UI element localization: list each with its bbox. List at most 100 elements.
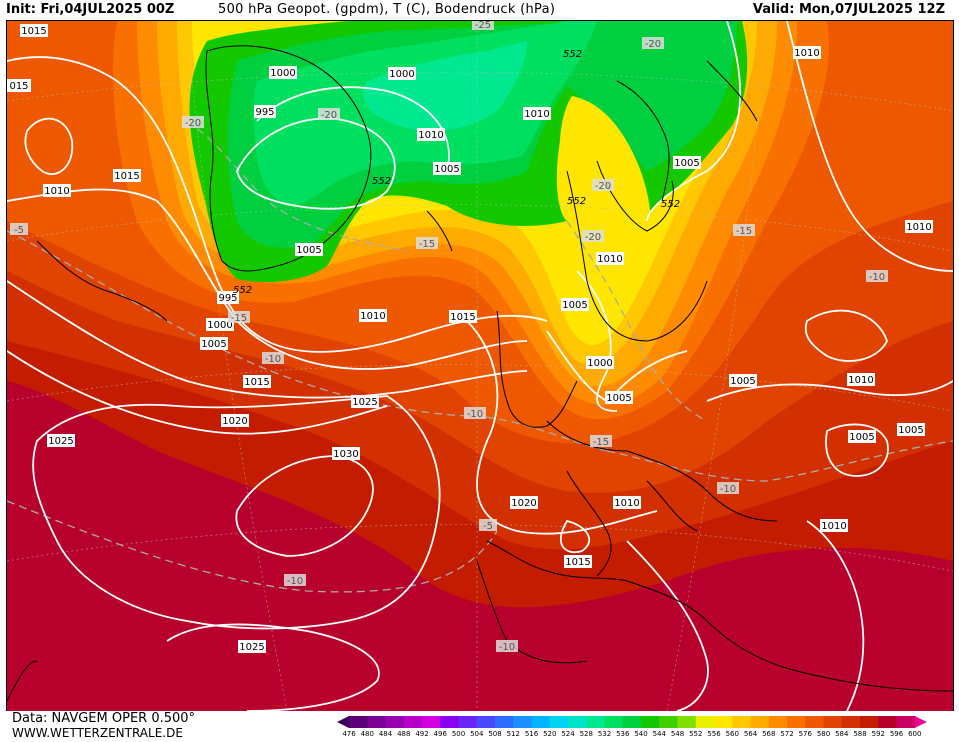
isobar-label: 1005 — [434, 164, 459, 175]
geopotential-label: 552 — [563, 49, 582, 60]
isobar-label: 1010 — [794, 48, 819, 59]
legend-tick: 560 — [725, 730, 739, 738]
isobar-label: 995 — [255, 107, 274, 118]
legend-tick: 564 — [743, 730, 758, 738]
isotherm-label: -20 — [595, 181, 611, 192]
isobar-label: 1025 — [352, 397, 377, 408]
isobar-label: 1010 — [360, 311, 385, 322]
legend-swatch — [841, 716, 861, 728]
legend-tick: 584 — [835, 730, 849, 738]
isotherm-label: -20 — [645, 39, 661, 50]
legend-tick: 572 — [780, 730, 794, 738]
isobar-label: 1005 — [674, 158, 699, 169]
isobar-label: 1010 — [821, 521, 846, 532]
legend-swatch — [367, 716, 386, 728]
isotherm-label: -10 — [467, 409, 483, 420]
color-legend: 476 480 484 488 492 496 500 504 508 512 516 520 524 5… — [337, 714, 959, 738]
legend-swatch — [568, 716, 587, 728]
valid-time: Valid: Mon,07JUL2025 12Z — [752, 2, 945, 17]
legend-tick: 528 — [579, 730, 593, 738]
legend-swatch — [750, 716, 770, 728]
isotherm-label: -10 — [287, 576, 303, 587]
legend-tick: 504 — [470, 730, 484, 738]
legend-tick: 588 — [853, 730, 867, 738]
legend-tick: 516 — [524, 730, 539, 738]
legend-swatch — [476, 716, 496, 728]
legend-arrow-right — [914, 716, 927, 728]
legend-tick: 532 — [597, 730, 612, 738]
isobar-label: 1025 — [48, 436, 73, 447]
isobar-label: 1015 — [565, 557, 590, 568]
legend-swatch — [495, 716, 514, 728]
isobar-label: 1030 — [333, 449, 358, 460]
legend-tick: 576 — [798, 730, 812, 738]
geopotential-label: 552 — [661, 199, 680, 210]
isotherm-label: -15 — [736, 226, 752, 237]
isotherm-label: -10 — [265, 354, 281, 365]
legend-tick: 496 — [433, 730, 447, 738]
isotherm-label: -15 — [419, 239, 435, 250]
isobar-label: 1025 — [239, 642, 264, 653]
legend-tick: 512 — [506, 730, 520, 738]
legend-swatch — [860, 716, 879, 728]
geopotential-label: 552 — [233, 285, 252, 296]
legend-swatch — [823, 716, 843, 728]
isobar-label: 1010 — [614, 498, 639, 509]
isotherm-label: -20 — [321, 110, 337, 121]
legend-swatch — [732, 716, 751, 728]
isotherm-label: -20 — [185, 118, 201, 129]
legend-swatch — [440, 716, 459, 728]
legend-tick: 536 — [616, 730, 630, 738]
legend-tick: 596 — [889, 730, 904, 738]
isobar-label: 1020 — [222, 416, 247, 427]
band-536 — [363, 41, 527, 131]
isobar-label: 1005 — [849, 432, 874, 443]
color-legend-bar — [337, 716, 927, 728]
coastlines — [7, 45, 953, 702]
legend-tick: 480 — [360, 730, 374, 738]
isotherm-label: -10 — [869, 272, 885, 283]
legend-swatch — [622, 716, 642, 728]
legend-swatch — [695, 716, 715, 728]
legend-swatch — [677, 716, 697, 728]
geopotential-labels: 552 552 552 552 552 — [233, 49, 680, 296]
map-header: Init: Fri,04JUL2025 00Z 500 hPa Geopot. … — [0, 0, 959, 20]
data-source: Data: NAVGEM OPER 0.500° — [12, 711, 196, 726]
legend-tick: 552 — [689, 730, 703, 738]
legend-tick: 508 — [488, 730, 502, 738]
legend-swatch — [768, 716, 788, 728]
legend-tick: 548 — [670, 730, 685, 738]
geopotential-label: 552 — [372, 176, 391, 187]
legend-tick: 520 — [543, 730, 557, 738]
isobar-label: 1000 — [270, 68, 295, 79]
legend-swatch — [422, 716, 441, 728]
isobar-label: 1015 — [450, 312, 475, 323]
legend-tick: 476 — [342, 730, 356, 738]
isobar-label: 1005 — [730, 376, 755, 387]
map-footer: Data: NAVGEM OPER 0.500° WWW.WETTERZENTR… — [0, 711, 959, 741]
geopotential-label: 552 — [567, 196, 586, 207]
isobar-label: 1005 — [201, 339, 226, 350]
legend-swatch — [714, 716, 733, 728]
legend-swatch — [458, 716, 478, 728]
temperature-labels: -20 -20 -25 -20 -20 -20 -15 -15 -15 -10 … — [10, 21, 888, 653]
isobar-label: 1015 — [21, 26, 46, 37]
isobar-label: 1010 — [524, 109, 549, 120]
field-description: 500 hPa Geopot. (gpdm), T (C), Bodendruc… — [218, 2, 556, 17]
legend-swatch — [531, 716, 551, 728]
isotherm-label: -10 — [720, 484, 736, 495]
weather-map: 1015 015 1010 1015 1000 995 1000 1010 10… — [6, 20, 954, 712]
isobar-label: 1010 — [44, 186, 69, 197]
legend-tick: 540 — [634, 730, 648, 738]
legend-tick: 592 — [871, 730, 885, 738]
isotherm-label: -25 — [475, 21, 491, 31]
legend-tick: 500 — [451, 730, 466, 738]
isobar-label: 1010 — [418, 130, 443, 141]
isobar-label: 015 — [9, 81, 28, 92]
website-link[interactable]: WWW.WETTERZENTRALE.DE — [12, 726, 183, 740]
legend-tick: 544 — [652, 730, 666, 738]
legend-swatch — [805, 716, 824, 728]
legend-swatch — [787, 716, 806, 728]
isobar-label: 1000 — [389, 69, 414, 80]
legend-swatch — [878, 716, 897, 728]
